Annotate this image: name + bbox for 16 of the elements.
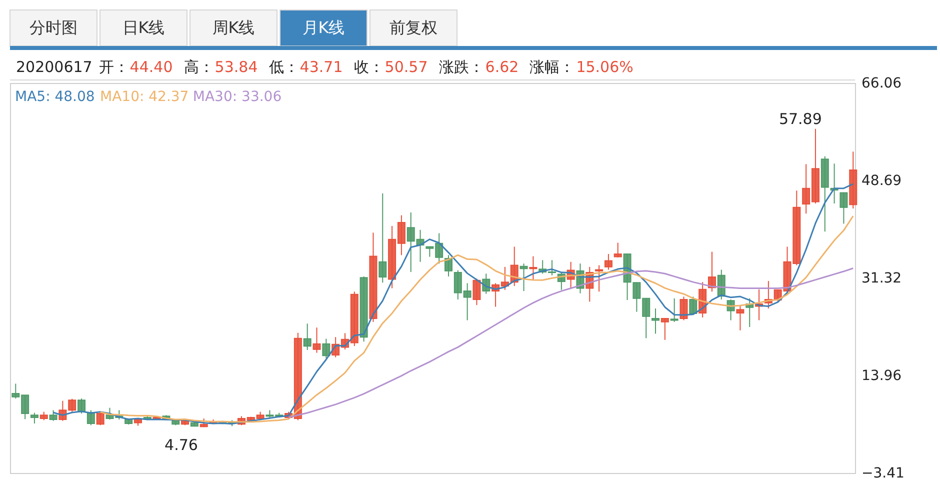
text: 周K线 bbox=[212, 18, 255, 37]
y-tick-label: 66.06 bbox=[862, 76, 902, 92]
text: 前复权 bbox=[390, 18, 438, 37]
text: 月K线 bbox=[302, 18, 345, 37]
text: 日K线 bbox=[122, 18, 165, 37]
text: MA10: 42.37 bbox=[100, 89, 189, 105]
y-tick-label: 31.32 bbox=[862, 270, 902, 287]
annotation: 57.89 bbox=[778, 110, 822, 128]
chart-title: 20200617 开：44.40 高：53.84 低：43.71 收：50.57 涨跌：6.62 涨幅：15.06% bbox=[16, 58, 634, 76]
text: MA30: 33.06 bbox=[192, 89, 282, 105]
y-tick-label: −3.41 bbox=[862, 466, 904, 482]
text: MA5: 48.08 bbox=[15, 89, 95, 105]
annotation: 4.76 bbox=[164, 436, 198, 454]
y-tick-label: 13.96 bbox=[862, 368, 902, 384]
y-tick-label: 48.69 bbox=[862, 173, 902, 190]
text: 分时图 bbox=[30, 18, 78, 37]
